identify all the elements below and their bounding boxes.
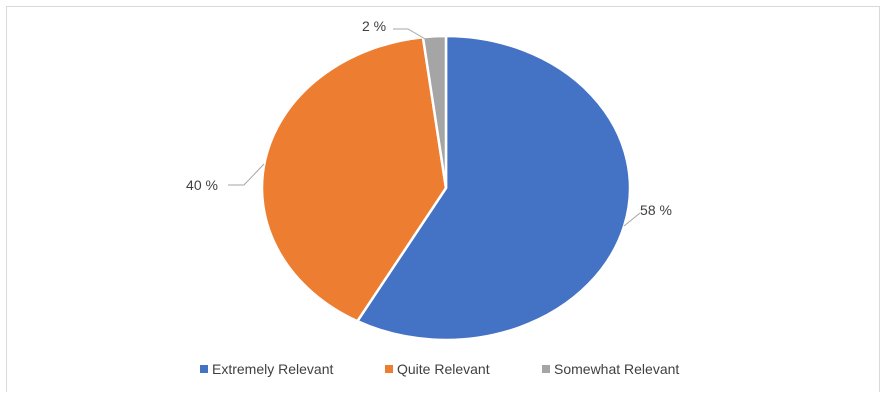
data-label-quite-relevant: 40 % — [186, 177, 218, 193]
leader-line-somewhat-relevant — [393, 28, 428, 41]
legend-item-somewhat-relevant: Somewhat Relevant — [542, 361, 679, 377]
legend-swatch-quite-relevant — [385, 365, 393, 373]
data-label-extremely-relevant: 58 % — [640, 202, 672, 218]
chart-frame — [6, 6, 880, 392]
pie-slices — [260, 34, 632, 342]
legend-label-extremely-relevant: Extremely Relevant — [212, 361, 333, 377]
legend-swatch-somewhat-relevant — [542, 365, 550, 373]
legend-item-quite-relevant: Quite Relevant — [385, 361, 490, 377]
legend-label-quite-relevant: Quite Relevant — [397, 361, 490, 377]
leader-line-quite-relevant — [228, 163, 265, 186]
legend-swatch-extremely-relevant — [200, 365, 208, 373]
data-label-somewhat-relevant: 2 % — [362, 18, 386, 34]
legend: Extremely Relevant Quite Relevant Somewhat… — [200, 361, 679, 377]
leader-line-extremely-relevant — [623, 212, 641, 227]
legend-label-somewhat-relevant: Somewhat Relevant — [554, 361, 679, 377]
leader-lines — [228, 28, 641, 227]
data-labels: 58 % 40 % 2 % — [186, 18, 672, 218]
legend-item-extremely-relevant: Extremely Relevant — [200, 361, 333, 377]
pie-slice-quite-relevant — [260, 35, 448, 323]
